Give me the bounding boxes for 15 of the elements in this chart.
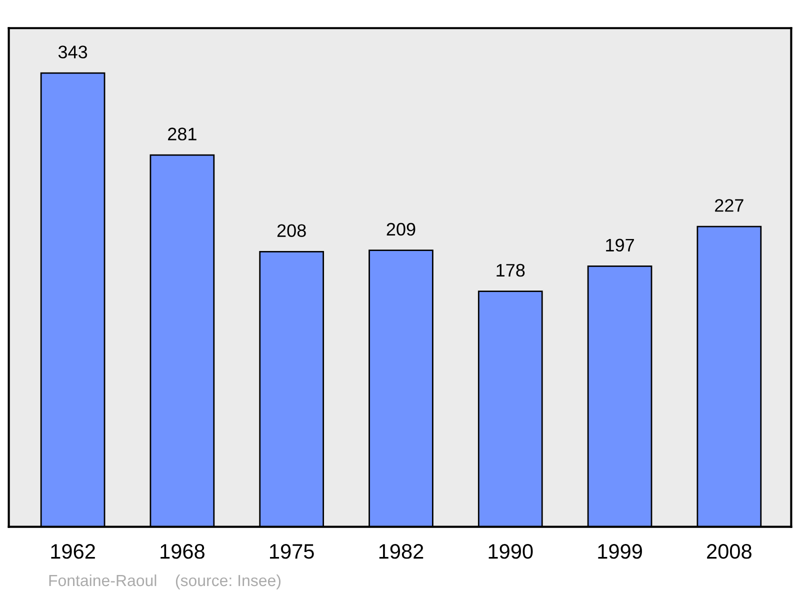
x-tick-label: 1982 [379,544,424,559]
data-label: 281 [168,128,196,140]
data-label: 178 [496,264,525,277]
x-tick-label: 1968 [160,544,204,559]
x-tick-label: 1999 [598,544,642,559]
x-tick-label: 1962 [51,544,95,559]
x-tick-label: 1975 [270,544,314,559]
data-label: 343 [58,46,88,58]
data-label: 208 [277,224,306,237]
data-label: 227 [715,199,744,212]
x-tick-label: 1990 [488,544,533,559]
data-label: 209 [386,222,416,236]
x-tick-label: 2008 [707,544,752,559]
text: Fontaine-Raoul (source: Insee) [49,574,280,590]
data-label: 197 [606,238,634,252]
